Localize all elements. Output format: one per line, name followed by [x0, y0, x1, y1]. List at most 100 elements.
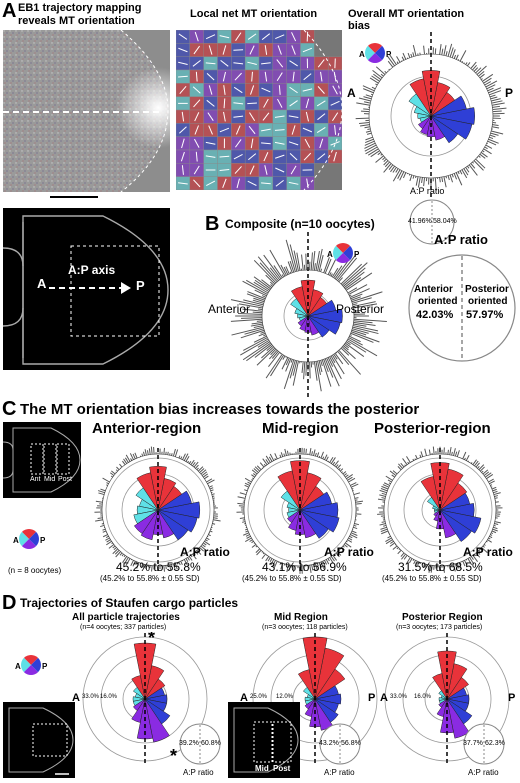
orientation-tick: [320, 268, 323, 272]
orientation-tick: [334, 260, 349, 280]
orientation-tick: [315, 361, 322, 392]
orientation-tick: [366, 132, 372, 135]
orientation-tick: [479, 73, 485, 79]
orientation-tick: [283, 266, 289, 275]
orientation-tick: [292, 565, 295, 572]
orientation-tick: [492, 124, 499, 126]
orientation-tick: [193, 552, 196, 555]
grid-arrow: [261, 182, 271, 185]
d2-side-p: P: [508, 692, 516, 704]
d0-ring-outer: 33.0%: [82, 694, 100, 700]
orientation-tick: [441, 176, 444, 182]
orientation-tick: [462, 451, 467, 460]
grid-arrow: [181, 165, 184, 175]
orientation-tick: [447, 175, 450, 181]
rose-petal: [297, 669, 316, 700]
orientation-tick: [478, 71, 485, 77]
legend-quadrant: [367, 53, 383, 63]
orientation-tick: [381, 492, 387, 496]
orientation-tick: [485, 80, 498, 88]
orientation-tick: [245, 534, 250, 537]
orientation-tick: [269, 558, 273, 563]
orientation-tick: [119, 463, 123, 468]
orientation-tick: [322, 560, 326, 567]
orientation-tick: [314, 563, 318, 571]
rose-petal: [432, 673, 448, 700]
orientation-tick: [491, 530, 497, 534]
orientation-tick: [95, 519, 103, 522]
rose-a-side-p: P: [505, 86, 514, 100]
orientation-tick: [487, 87, 494, 92]
grid-arrow: [330, 141, 340, 146]
ratio-a-label: A:P ratio: [410, 186, 445, 196]
grid-arrow: [193, 179, 201, 188]
orientation-tick: [353, 318, 387, 323]
grid-arrow: [195, 71, 198, 82]
orientation-tick: [320, 561, 325, 569]
orientation-tick: [132, 560, 136, 567]
orientation-tick: [261, 295, 267, 298]
grid-arrow: [206, 180, 216, 187]
orientation-tick: [252, 311, 263, 314]
orientation-tick: [187, 557, 190, 561]
local-orientation-grid: [175, 29, 343, 191]
grid-arrow: [251, 71, 253, 82]
orientation-tick: [204, 475, 209, 480]
legend-a: A: [15, 662, 21, 671]
orientation-tick: [195, 464, 199, 469]
orientation-tick: [492, 528, 498, 532]
orientation-tick: [318, 360, 323, 373]
orientation-tick: [385, 539, 393, 545]
orientation-tick: [363, 88, 374, 94]
orientation-tick: [491, 486, 497, 490]
orientation-tick: [309, 361, 311, 379]
anterior-region-title: Anterior-region: [92, 420, 202, 437]
orientation-tick: [479, 548, 484, 552]
grid-arrow: [181, 138, 185, 149]
grid-arrow: [223, 85, 226, 95]
orientation-tick: [151, 565, 153, 572]
orientation-tick: [451, 451, 453, 456]
orientation-tick: [492, 110, 502, 113]
orientation-tick: [183, 559, 188, 566]
grid-arrow: [233, 62, 244, 65]
grid-arrow: [208, 125, 213, 135]
orientation-tick: [401, 56, 405, 61]
orientation-tick: [283, 453, 286, 457]
grid-arrow: [194, 125, 199, 135]
orientation-tick: [316, 563, 319, 567]
orientation-tick: [134, 452, 138, 459]
grid-arrow: [234, 166, 242, 174]
orientation-tick: [135, 561, 138, 566]
panel-a-title-4b: bias: [348, 20, 371, 32]
orientation-tick: [402, 172, 407, 179]
orientation-tick: [365, 146, 378, 155]
orientation-tick: [256, 465, 262, 471]
orientation-tick: [102, 530, 107, 533]
orientation-tick: [270, 559, 275, 566]
orientation-tick: [348, 477, 356, 483]
d1-ring-outer: 25.0%: [250, 694, 268, 700]
orientation-tick: [163, 447, 166, 455]
orientation-tick: [268, 351, 281, 367]
orientation-tick: [370, 150, 380, 158]
panel-a-title-1: EB1 trajectory mapping: [18, 2, 142, 14]
orientation-tick: [270, 348, 277, 356]
orientation-tick: [251, 321, 263, 325]
orientation-tick: [475, 67, 482, 74]
orientation-tick: [392, 470, 398, 475]
legend-quadrant: [29, 531, 39, 547]
orientation-tick: [469, 557, 475, 565]
d0-side-a: A: [72, 692, 80, 704]
orientation-tick: [144, 449, 147, 456]
grid-arrow: [277, 98, 283, 108]
orientation-tick: [318, 255, 324, 272]
orientation-tick: [351, 296, 361, 301]
c-schematic-post: Post: [58, 476, 73, 483]
panel-b-ratio-title: A:P ratio: [434, 232, 488, 247]
orientation-tick: [254, 343, 273, 358]
orientation-tick: [423, 45, 426, 55]
orientation-tick: [315, 250, 320, 271]
orientation-tick: [237, 502, 245, 505]
orientation-tick: [250, 323, 263, 327]
